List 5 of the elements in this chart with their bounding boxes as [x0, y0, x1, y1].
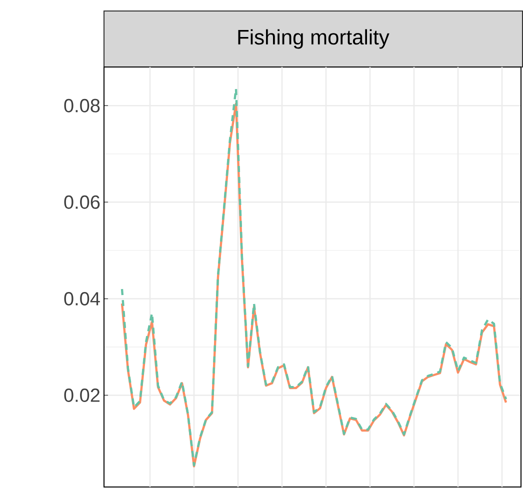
chart-title: Fishing mortality: [238, 29, 390, 49]
y-tick-label: 0.08: [64, 98, 100, 112]
y-tick-label: 0.06: [64, 195, 100, 209]
y-tick-label: 0.02: [64, 388, 100, 402]
y-tick-label: 0.04: [64, 292, 100, 306]
